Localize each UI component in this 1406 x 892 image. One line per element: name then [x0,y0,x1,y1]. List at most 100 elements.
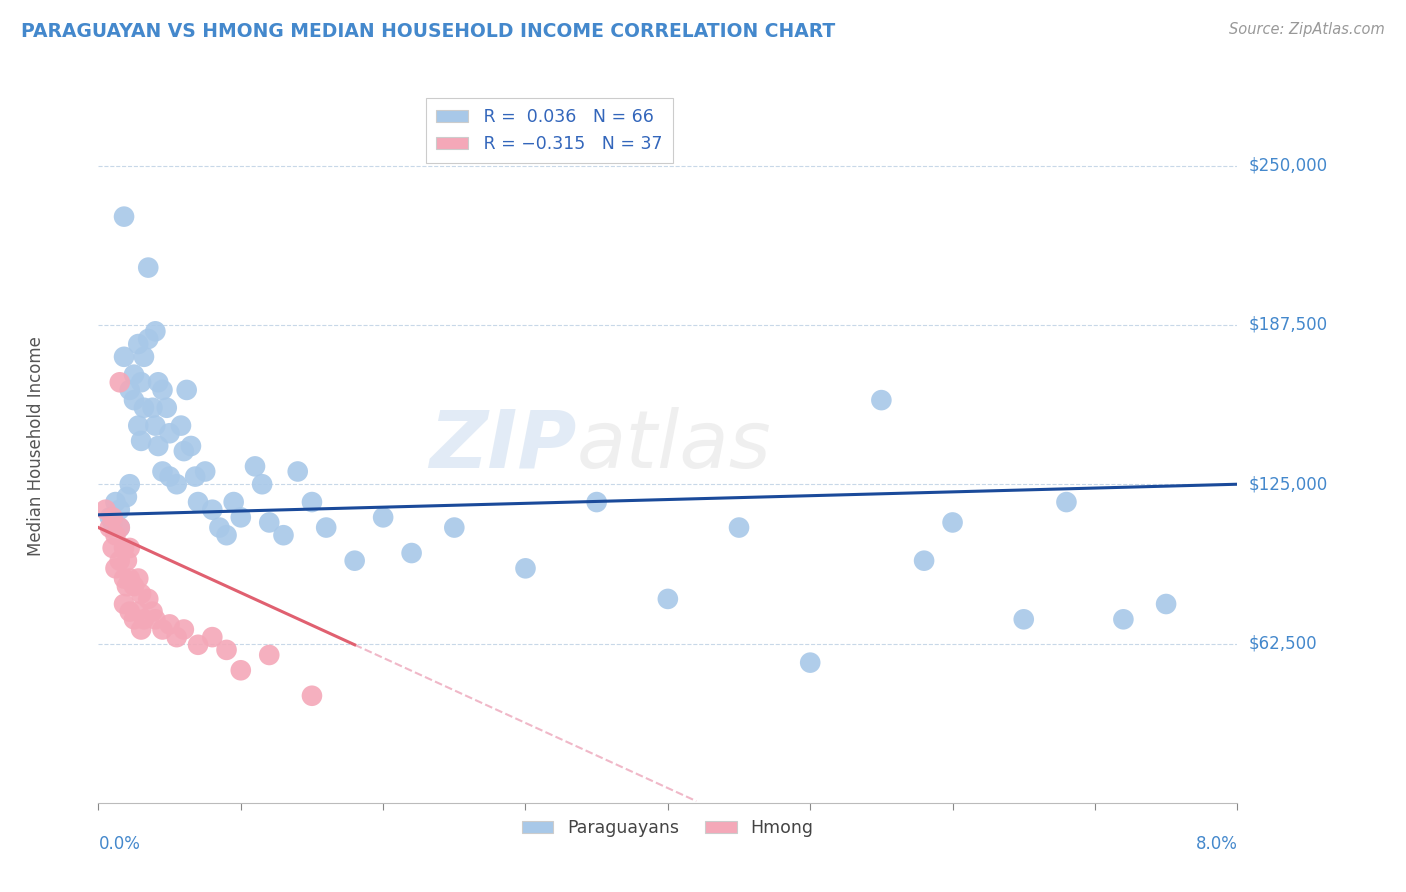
Text: PARAGUAYAN VS HMONG MEDIAN HOUSEHOLD INCOME CORRELATION CHART: PARAGUAYAN VS HMONG MEDIAN HOUSEHOLD INC… [21,22,835,41]
Text: $187,500: $187,500 [1249,316,1327,334]
Point [301,689,323,703]
Point [243,459,266,474]
Point [170,418,193,433]
Point [145,324,167,338]
Point [136,591,159,606]
Point [127,605,149,619]
Point [152,623,174,637]
Point [118,477,141,491]
Point [166,477,188,491]
Point [101,516,124,530]
Point [141,605,163,619]
Point [118,383,141,397]
Point [194,465,217,479]
Point [912,554,935,568]
Point [145,418,167,433]
Point [108,554,131,568]
Point [112,350,135,364]
Point [129,587,152,601]
Point [208,520,231,534]
Point [104,495,127,509]
Point [1112,612,1135,626]
Point [108,520,131,534]
Point [127,572,149,586]
Point [108,376,131,390]
Point [173,623,195,637]
Point [108,520,131,534]
Point [118,572,141,586]
Point [301,495,323,509]
Point [229,510,252,524]
Point [112,541,135,555]
Point [129,376,152,390]
Text: Source: ZipAtlas.com: Source: ZipAtlas.com [1229,22,1385,37]
Point [112,210,135,224]
Legend: Paraguayans, Hmong: Paraguayans, Hmong [515,813,821,844]
Point [118,605,141,619]
Point [201,630,224,644]
Point [259,648,281,662]
Point [215,528,238,542]
Point [176,383,198,397]
Point [145,612,167,626]
Text: 0.0%: 0.0% [98,835,141,853]
Point [115,579,138,593]
Point [148,439,170,453]
Point [315,520,337,534]
Point [215,643,238,657]
Point [122,368,145,382]
Point [122,393,145,408]
Point [127,337,149,351]
Point [115,490,138,504]
Point [443,520,465,534]
Point [115,554,138,568]
Point [108,502,131,516]
Point [132,350,155,364]
Point [98,510,121,524]
Point [122,612,145,626]
Text: $250,000: $250,000 [1249,157,1327,175]
Point [132,612,155,626]
Point [104,528,127,542]
Point [1154,597,1177,611]
Point [173,444,195,458]
Point [136,332,159,346]
Point [799,656,821,670]
Point [250,477,273,491]
Point [229,663,252,677]
Point [98,520,121,534]
Point [184,469,207,483]
Point [112,572,135,586]
Point [1056,495,1078,509]
Text: 8.0%: 8.0% [1195,835,1237,853]
Point [132,401,155,415]
Point [201,502,224,516]
Point [129,623,152,637]
Point [94,502,117,516]
Point [259,516,281,530]
Point [129,434,152,448]
Point [159,469,181,483]
Point [159,617,181,632]
Point [942,516,965,530]
Point [127,418,149,433]
Point [122,579,145,593]
Point [657,591,679,606]
Point [141,401,163,415]
Point [180,439,202,453]
Point [728,520,751,534]
Point [870,393,893,408]
Point [401,546,423,560]
Point [118,541,141,555]
Point [148,376,170,390]
Point [101,510,124,524]
Point [152,465,174,479]
Point [187,495,209,509]
Point [273,528,295,542]
Point [343,554,366,568]
Point [152,383,174,397]
Text: atlas: atlas [576,407,772,485]
Point [222,495,245,509]
Point [136,260,159,275]
Text: ZIP: ZIP [429,407,576,485]
